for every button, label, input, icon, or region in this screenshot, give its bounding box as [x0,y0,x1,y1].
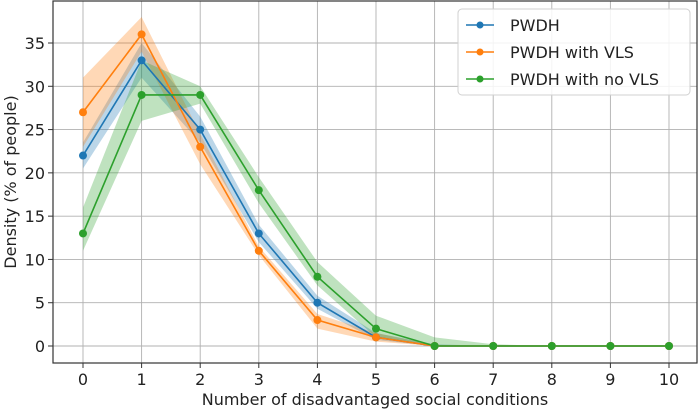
y-axis-ticks: 0 5 10 15 20 25 30 35 [25,34,53,356]
legend-item: PWDH with no VLS [466,70,659,89]
x-tick-label: 0 [78,370,88,389]
series-points [79,30,673,350]
point-pwdh-with-no-vls [606,342,615,350]
point-pwdh-with-no-vls [665,342,673,350]
legend-dot-marker [476,75,484,83]
legend-dot-marker [476,48,484,56]
point-pwdh-with-no-vls [547,342,556,350]
band-pwdh-with-no-vls [83,60,669,347]
confidence-bands [83,17,669,347]
x-tick-label: 3 [254,370,264,389]
x-tick-label: 2 [195,370,205,389]
point-pwdh-with-vls [137,30,146,39]
y-tick-label: 5 [35,294,45,313]
point-pwdh-with-no-vls [489,342,498,350]
y-tick-label: 15 [25,207,45,226]
point-pwdh-with-no-vls [372,324,380,333]
x-tick-label: 10 [659,370,679,389]
point-pwdh-with-no-vls [430,342,439,350]
point-pwdh-with-no-vls [196,90,205,99]
y-tick-label: 30 [25,77,45,96]
x-tick-label: 9 [605,370,615,389]
y-tick-label: 35 [25,34,45,53]
x-tick-label: 4 [312,370,322,389]
point-pwdh [137,56,146,65]
point-pwdh [196,125,205,134]
point-pwdh [79,151,87,160]
legend: PWDH PWDH with VLS PWDH with no VLS [457,8,691,96]
y-axis-label: Density (% of people) [1,95,20,268]
point-pwdh-with-no-vls [137,90,146,99]
x-axis-label: Number of disadvantaged social condition… [202,390,549,409]
x-tick-label: 7 [488,370,498,389]
point-pwdh-with-vls [79,108,87,117]
point-pwdh-with-no-vls [79,229,87,238]
x-tick-label: 8 [547,370,557,389]
point-pwdh-with-no-vls [254,186,263,195]
point-pwdh-with-vls [372,333,380,342]
point-pwdh [313,298,322,307]
point-pwdh-with-no-vls [313,272,322,281]
x-tick-label: 5 [371,370,381,389]
point-pwdh-with-vls [254,246,263,255]
legend-label: PWDH [510,16,560,35]
y-tick-label: 25 [25,121,45,140]
legend-item: PWDH [466,16,560,35]
legend-item: PWDH with VLS [466,43,634,62]
legend-dot-marker [476,21,484,29]
point-pwdh-with-vls [313,316,322,325]
x-axis-ticks: 0 1 2 3 4 5 6 7 8 9 10 [78,363,679,389]
band-pwdh-with-vls [83,17,669,347]
legend-label: PWDH with no VLS [510,70,659,89]
point-pwdh [254,229,263,238]
point-pwdh-with-vls [196,142,205,151]
band-pwdh [83,43,669,346]
x-tick-label: 1 [137,370,147,389]
y-tick-label: 20 [25,164,45,183]
plot-frame [52,0,698,364]
x-tick-label: 6 [430,370,440,389]
legend-box [457,8,691,96]
y-tick-label: 0 [35,337,45,356]
y-tick-label: 10 [25,250,45,269]
legend-label: PWDH with VLS [510,43,634,62]
